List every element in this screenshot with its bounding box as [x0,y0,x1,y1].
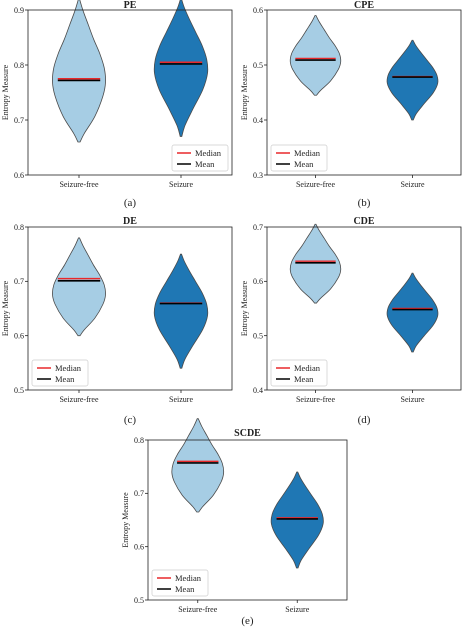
y-axis-label: Entropy Measure [121,492,130,548]
y-tick-label: 0.7 [14,277,24,286]
panel-caption: (e) [241,615,254,627]
y-tick-label: 0.5 [134,596,144,605]
y-tick-label: 0.6 [134,542,144,551]
x-tick-label: Seizure [401,395,425,404]
y-tick-label: 0.8 [134,436,144,445]
x-tick-label: Seizure-free [59,395,99,404]
y-tick-label: 0.9 [14,6,24,15]
legend-label: Median [55,363,82,373]
x-tick-label: Seizure-free [178,605,218,614]
violin-seizure [270,471,324,569]
legend-label: Median [294,148,321,158]
x-tick-label: Seizure [401,180,425,189]
legend-label: Mean [175,584,195,594]
x-tick-label: Seizure-free [59,180,99,189]
panel-title: PE [124,0,137,11]
y-axis-label: Entropy Measure [240,280,249,336]
panel-pe: PE 0.6 0.7 0.8 0.9 Entropy Measure Seizure-fre… [1,0,233,209]
axes-frame [27,226,233,391]
y-tick-label: 0.6 [253,277,263,286]
panel-de: DE 0.5 0.6 0.7 0.8 Entropy Measure Seizure-fre… [1,216,233,426]
panel-caption: (c) [124,414,137,426]
y-tick-label: 0.5 [14,386,24,395]
panel-title: CDE [353,216,374,227]
legend-label: Median [195,148,222,158]
axes-frame [27,9,233,176]
legend-label: Mean [195,159,215,169]
y-axis-label: Entropy Measure [240,64,249,120]
panel-title: SCDE [234,428,261,439]
legend-label: Mean [294,374,314,384]
y-tick-label: 0.4 [253,116,263,125]
axes-frame [147,439,348,601]
y-axis-label: Entropy Measure [1,280,10,336]
violin-seizure-free [52,237,106,337]
x-tick-label: Seizure [285,605,309,614]
panel-caption: (b) [358,197,371,209]
legend-label: Median [294,363,321,373]
axes-frame [266,226,462,391]
panel-cpe: CPE 0.3 0.4 0.5 0.6 Entropy Measure Seizure-fr… [240,0,462,209]
y-tick-label: 0.5 [253,331,263,340]
violin-seizure [153,253,209,369]
y-tick-label: 0.7 [134,489,144,498]
panel-caption: (a) [124,197,137,209]
x-tick-label: Seizure [169,395,193,404]
violin-seizure-free [52,0,106,143]
legend-label: Median [175,573,202,583]
legend-label: Mean [294,159,314,169]
x-tick-label: Seizure [169,180,193,189]
y-tick-label: 0.6 [14,331,24,340]
violin-seizure [153,0,209,137]
y-axis-label: Entropy Measure [1,64,10,120]
y-tick-label: 0.4 [253,386,263,395]
y-tick-label: 0.8 [14,223,24,232]
violin-seizure [386,39,439,121]
y-tick-label: 0.3 [253,171,263,180]
x-tick-label: Seizure-free [296,180,336,189]
y-tick-label: 0.7 [253,223,263,232]
panel-cde: CDE 0.4 0.5 0.6 0.7 Entropy Measure Seizure-fr… [240,216,462,426]
violin-seizure-free [289,223,342,304]
panel-caption: (d) [358,414,371,426]
y-tick-label: 0.7 [14,116,24,125]
x-tick-label: Seizure-free [296,395,336,404]
y-tick-label: 0.8 [14,61,24,70]
y-tick-label: 0.6 [14,171,24,180]
violin-seizure-free [171,418,225,513]
panel-scde: SCDE 0.5 0.6 0.7 0.8 Entropy Measure Seizure-f… [121,418,348,627]
axes-frame [266,9,462,176]
panel-title: CPE [354,0,374,11]
legend-label: Mean [55,374,75,384]
y-tick-label: 0.6 [253,6,263,15]
panel-title: DE [123,216,137,227]
violin-seizure [386,272,439,353]
violin-seizure-free [289,15,342,96]
y-tick-label: 0.5 [253,61,263,70]
